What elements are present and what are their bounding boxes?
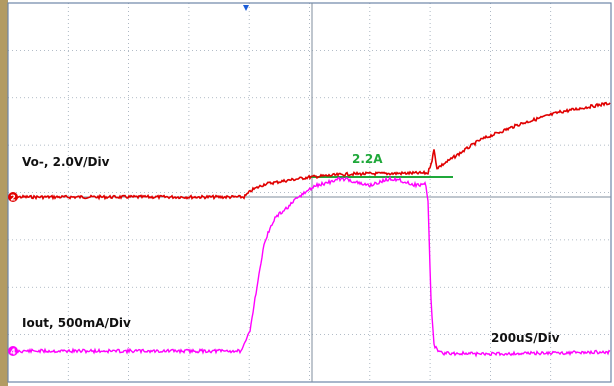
scope-frame [7, 2, 612, 383]
channel-2-scale-label: Vo-, 2.0V/Div [22, 155, 110, 169]
grid [8, 3, 611, 382]
channel-4-trace [9, 175, 611, 358]
channel-4-ground-marker[interactable]: 4 [8, 346, 18, 357]
timebase-label: 200uS/Div [491, 331, 560, 345]
channel-4-scale-label: Iout, 500mA/Div [22, 316, 131, 330]
channel-2-ground-marker[interactable]: 2 [8, 192, 18, 203]
channel-2-marker-label: 2 [10, 194, 16, 203]
channel-2-trace [9, 101, 611, 201]
trigger-position-marker[interactable] [243, 5, 249, 11]
left-side-bar [0, 0, 8, 386]
cursor-value-label: 2.2A [352, 152, 383, 166]
channel-4-marker-label: 4 [10, 348, 16, 357]
